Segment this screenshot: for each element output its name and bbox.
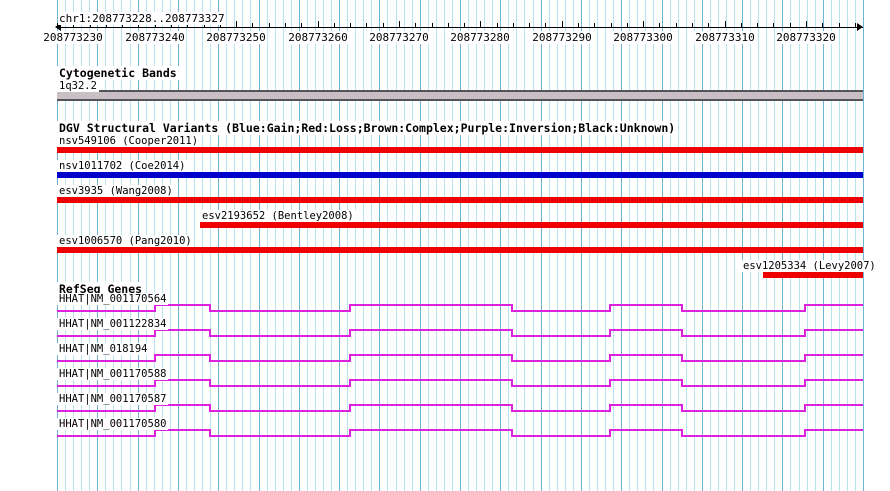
cytoband-label: 1q32.2 <box>57 80 99 92</box>
region-coordinate-label: chr1:208773228..208773327 <box>58 12 226 25</box>
refseq-transcript-line[interactable] <box>0 402 890 415</box>
refseq-transcript-line[interactable] <box>0 302 890 315</box>
dgv-variant-bar[interactable] <box>57 147 863 153</box>
ruler-tick-label: 208773320 <box>775 31 837 44</box>
cytogenetic-bands-title: Cytogenetic Bands <box>57 66 179 80</box>
refseq-transcript-line[interactable] <box>0 427 890 440</box>
right-arrow-icon <box>857 23 863 31</box>
refseq-gene-label[interactable]: HHAT|NM_001122834 <box>57 318 169 330</box>
ruler-tick-label: 208773250 <box>205 31 267 44</box>
ruler-tick-label: 208773300 <box>612 31 674 44</box>
refseq-gene-label[interactable]: HHAT|NM_001170564 <box>57 293 169 305</box>
refseq-transcript-line[interactable] <box>0 327 890 340</box>
dgv-variant-bar[interactable] <box>57 247 863 253</box>
refseq-transcript-line[interactable] <box>0 352 890 365</box>
dgv-variant-label[interactable]: nsv549106 (Cooper2011) <box>57 135 201 147</box>
ruler-tick-label: 208773280 <box>449 31 511 44</box>
dgv-variant-bar[interactable] <box>200 222 863 228</box>
left-arrow-icon <box>55 23 61 31</box>
refseq-gene-label[interactable]: HHAT|NM_001170588 <box>57 368 169 380</box>
dgv-variant-bar[interactable] <box>763 272 863 278</box>
ruler-tick-label: 208773270 <box>368 31 430 44</box>
refseq-gene-label[interactable]: HHAT|NM_001170587 <box>57 393 169 405</box>
dgv-variant-label[interactable]: esv1006570 (Pang2010) <box>57 235 194 247</box>
dgv-variant-bar[interactable] <box>57 197 863 203</box>
coordinate-ruler[interactable]: chr1:208773228..208773327 208773230 20877… <box>0 0 890 50</box>
refseq-gene-label[interactable]: HHAT|NM_001170580 <box>57 418 169 430</box>
dgv-track-title: DGV Structural Variants (Blue:Gain;Red:L… <box>57 121 678 135</box>
dgv-variant-label[interactable]: esv2193652 (Bentley2008) <box>200 210 356 222</box>
ruler-tick-label: 208773240 <box>124 31 186 44</box>
cytoband-bar[interactable] <box>57 90 863 101</box>
refseq-gene-label[interactable]: HHAT|NM_018194 <box>57 343 150 355</box>
refseq-transcript-line[interactable] <box>0 377 890 390</box>
dgv-variant-label[interactable]: esv1205334 (Levy2007) <box>741 260 878 272</box>
ruler-tick-label: 208773260 <box>287 31 349 44</box>
dgv-variant-label[interactable]: esv3935 (Wang2008) <box>57 185 175 197</box>
ruler-tick-label: 208773290 <box>531 31 593 44</box>
dgv-variant-bar[interactable] <box>57 172 863 178</box>
dgv-variant-label[interactable]: nsv1011702 (Coe2014) <box>57 160 188 172</box>
ruler-axis-line <box>57 27 863 28</box>
ruler-tick-label: 208773310 <box>694 31 756 44</box>
ruler-tick-label: 208773230 <box>42 31 104 44</box>
